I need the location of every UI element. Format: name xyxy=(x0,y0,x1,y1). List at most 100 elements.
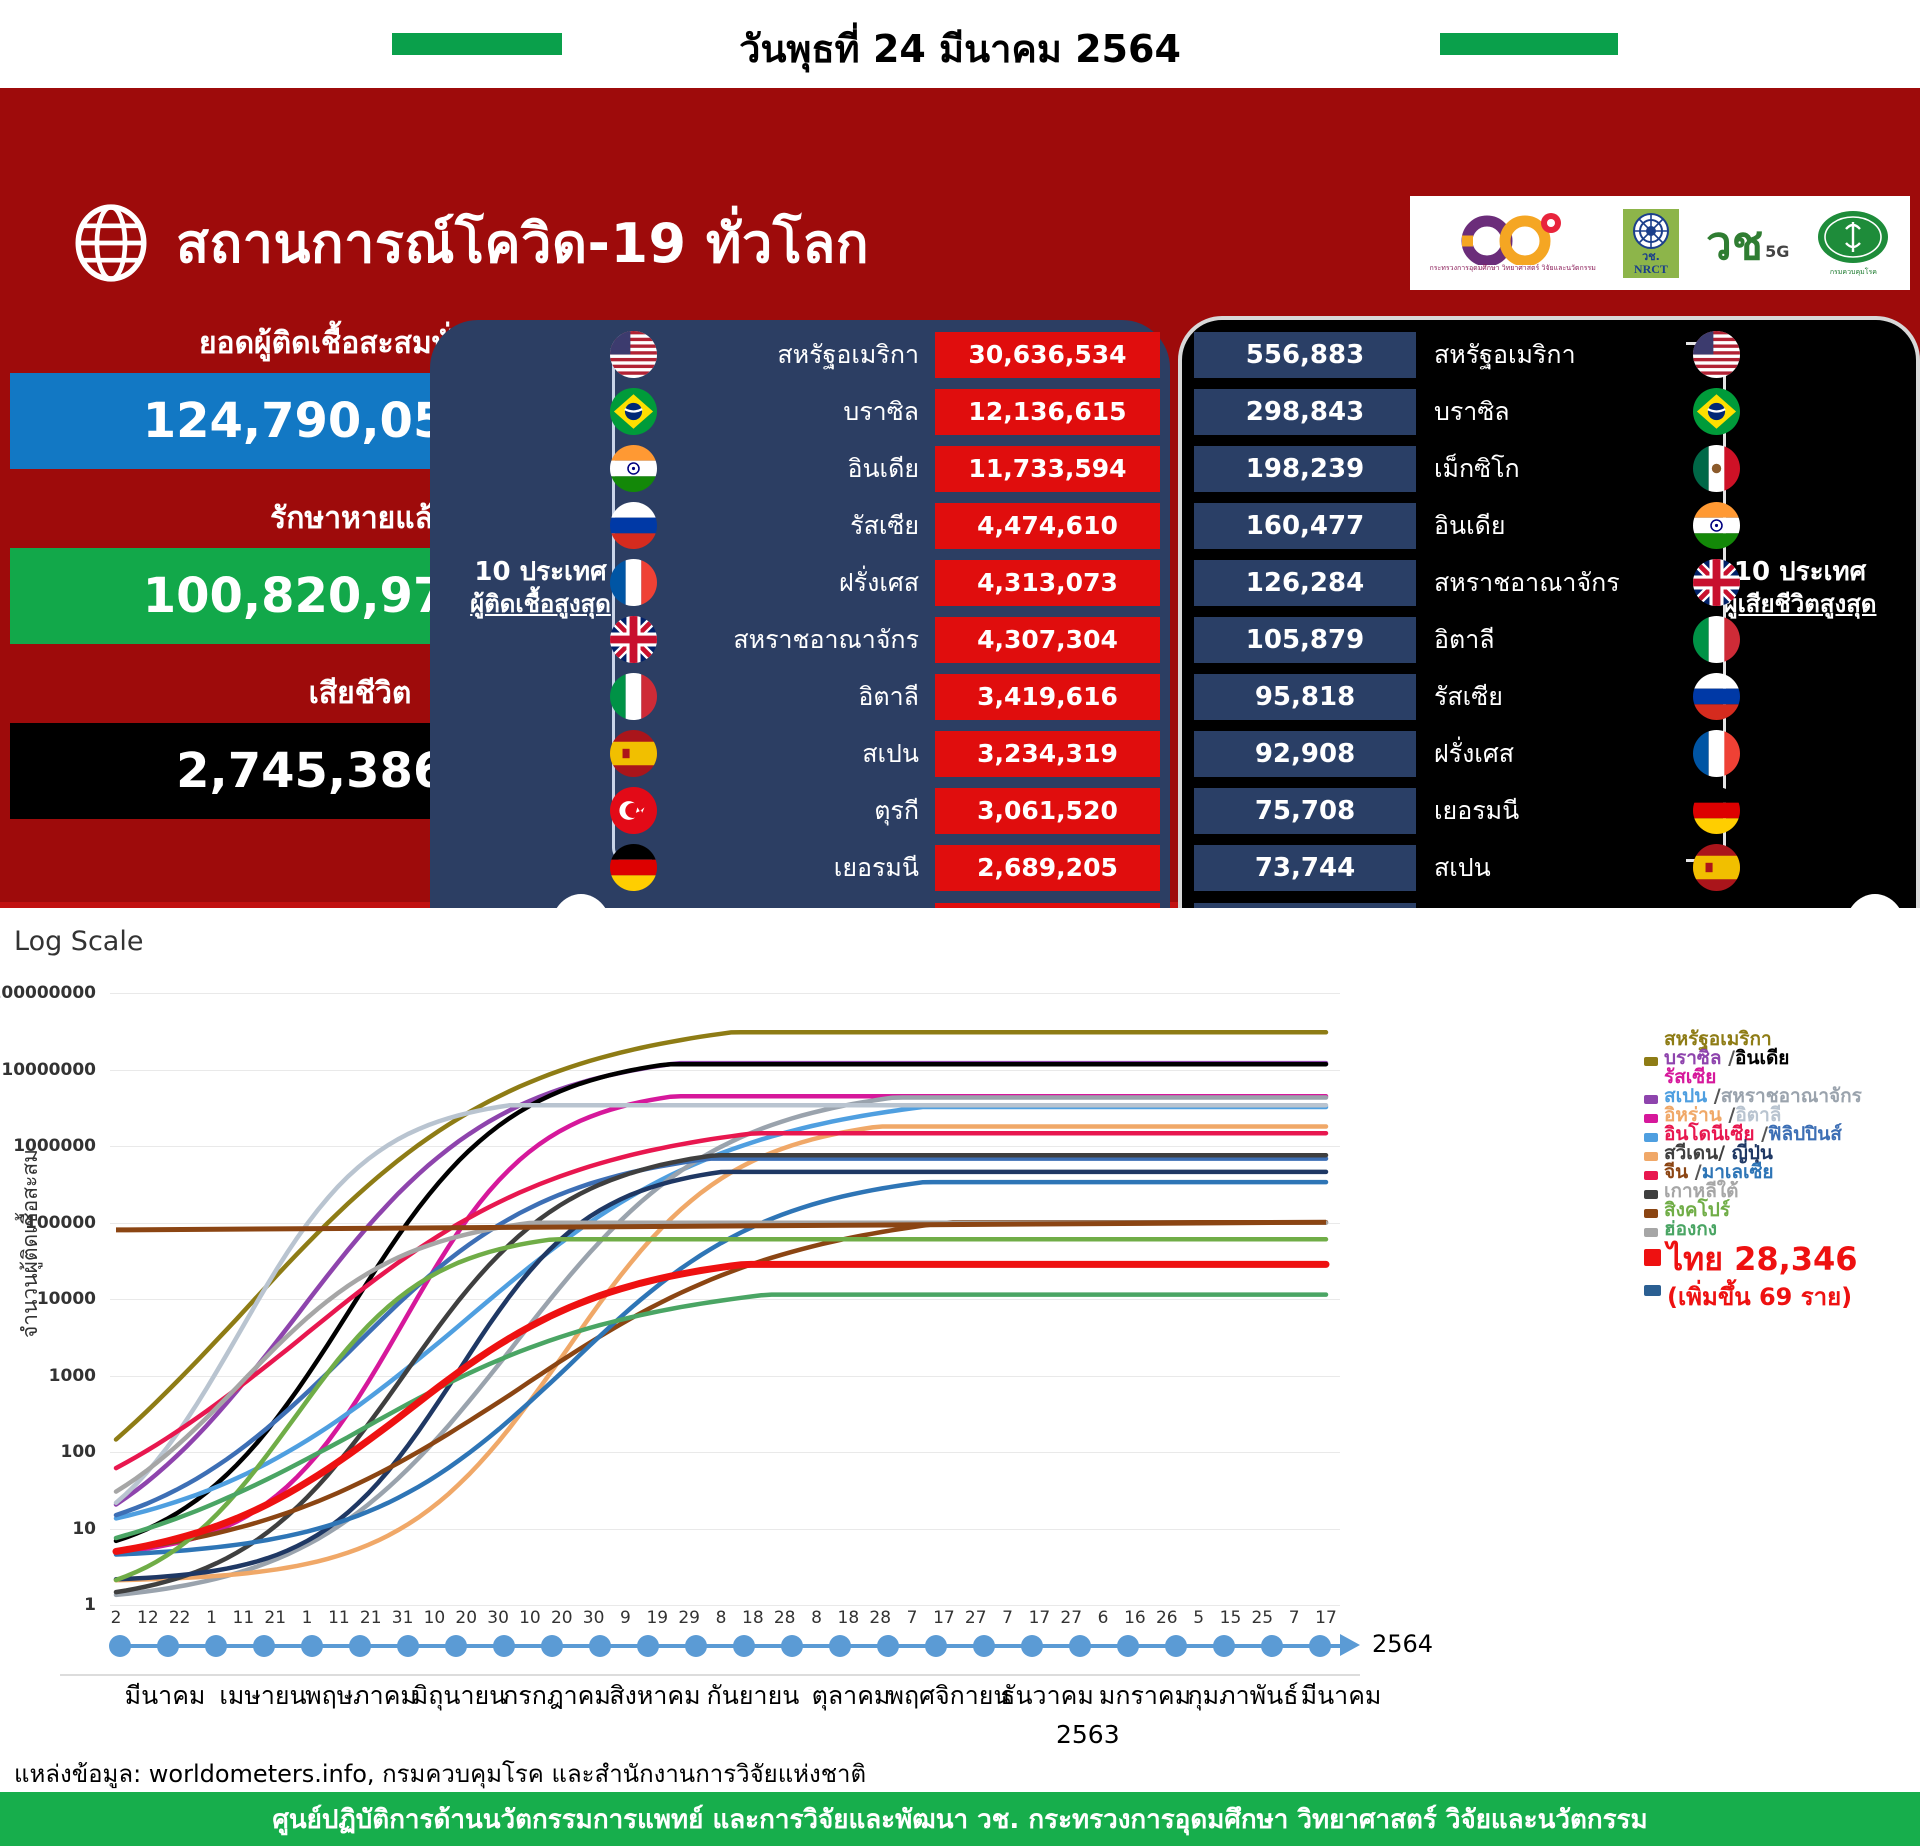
deaths-row: 92,908 ฝรั่งเศส xyxy=(1194,725,1740,782)
legend-thailand-value: ไทย 28,346 xyxy=(1667,1240,1858,1278)
series-line xyxy=(113,1169,1329,1582)
legend-swatch xyxy=(1644,1228,1658,1237)
legend-row: สเปน /สหราชอาณาจักร xyxy=(1644,1087,1920,1106)
y-axis-tick: 1000000 xyxy=(13,1136,96,1156)
timeline-axis xyxy=(109,1635,1340,1657)
x-axis-day-tick: 11 xyxy=(328,1608,350,1628)
cases-country-name: เยอรมนี xyxy=(833,852,919,882)
x-axis-day-tick: 5 xyxy=(1193,1608,1205,1628)
cases-country-name: บราซิล xyxy=(843,396,919,426)
series-line xyxy=(113,1237,1329,1583)
deaths-country-name: อินเดีย xyxy=(1434,510,1506,540)
deaths-row: 198,239 เม็กซิโก xyxy=(1194,440,1740,497)
x-axis-day-tick: 28 xyxy=(773,1608,796,1628)
cases-country-name: สหรัฐอเมริกา xyxy=(777,339,919,369)
x-axis-day-tick: 22 xyxy=(168,1608,191,1628)
y-axis-tick: 100 xyxy=(60,1442,97,1462)
deaths-country-value: 92,908 xyxy=(1194,730,1416,777)
cases-country-value: 3,234,319 xyxy=(935,730,1160,777)
legend-row: สหรัฐอเมริกา xyxy=(1644,1030,1920,1049)
cases-country-value: 12,136,615 xyxy=(935,388,1160,435)
x-axis-day-tick: 8 xyxy=(715,1608,727,1628)
legend-row: จีน /มาเลเซีย xyxy=(1644,1163,1920,1182)
legend-row: อิหร่าน /อิตาลี xyxy=(1644,1106,1920,1125)
series-line xyxy=(113,1030,1329,1442)
x-axis-day-tick: 15 xyxy=(1219,1608,1242,1628)
gridline xyxy=(110,1528,1340,1530)
cases-country-value: 3,419,616 xyxy=(935,673,1160,720)
x-axis-day-tick: 17 xyxy=(1028,1608,1051,1628)
flag-italy xyxy=(1693,616,1740,663)
legend-swatch xyxy=(1644,1095,1658,1104)
x-axis-day-tick: 28 xyxy=(869,1608,892,1628)
series-line xyxy=(113,1061,1329,1544)
fiveg-label: 5G xyxy=(1765,242,1790,262)
timeline-dot xyxy=(397,1635,419,1657)
globe-icon xyxy=(75,204,147,282)
deaths-country-name: เยอรมนี xyxy=(1434,795,1520,825)
series-line xyxy=(113,1102,1329,1506)
timeline-dot xyxy=(589,1635,611,1657)
vaj-5g-logo: วช 5G xyxy=(1706,199,1789,287)
timeline-dot xyxy=(157,1635,179,1657)
y-axis-tick: 100000 xyxy=(25,1212,96,1233)
deaths-row: 556,883 สหรัฐอเมริกา xyxy=(1194,326,1740,383)
x-axis-day-tick: 9 xyxy=(620,1608,631,1628)
y-axis-title: จำนวนผู้ติดเชื้อสะสม xyxy=(18,1149,42,1338)
series-line xyxy=(113,1156,1329,1518)
legend-swatch-thailand-secondary xyxy=(1644,1285,1661,1296)
x-axis-day-tick: 7 xyxy=(1288,1608,1300,1628)
timeline-dot xyxy=(1117,1635,1139,1657)
x-axis-month: มีนาคม xyxy=(1300,1681,1382,1710)
legend-label: สิงคโปร์ xyxy=(1664,1199,1731,1221)
flag-uk xyxy=(610,616,657,663)
y-axis-tick: 1000 xyxy=(48,1365,96,1386)
x-axis-day-tick: 17 xyxy=(1315,1608,1337,1628)
stat-label: เสียชีวิต xyxy=(308,676,412,711)
deaths-country-name: รัสเซีย xyxy=(1434,681,1503,711)
x-axis-month: สิงหาคม xyxy=(609,1681,701,1710)
x-axis-day-tick: 21 xyxy=(264,1608,287,1628)
hero-panel: สถานการณ์โควิด-19 ทั่วโลก กระทรวงการอุดม… xyxy=(0,88,1920,984)
flag-spain xyxy=(1693,844,1740,891)
y-axis-tick: 10 xyxy=(72,1518,96,1539)
stat-label: รักษาหายแล้ว xyxy=(270,501,450,536)
x-axis-month-labels: มีนาคม เมษายน พฤษภาคม มิถุนายน กรกฎาคม สิงหาค… xyxy=(110,1676,1382,1716)
cases-country-name: ตุรกี xyxy=(874,795,919,825)
series-line xyxy=(113,1130,1329,1471)
hero-title-group: สถานการณ์โควิด-19 ทั่วโลก xyxy=(72,200,869,286)
legend-swatch xyxy=(1644,1076,1658,1085)
mhesi-caption: กระทรวงการอุดมศึกษา วิทยาศาสตร์ วิจัยและ… xyxy=(1429,264,1596,273)
deaths-caption-line1: 10 ประเทศ xyxy=(1733,557,1867,587)
timeline-dot xyxy=(541,1635,563,1657)
legend-row: เกาหลีใต้ xyxy=(1644,1182,1920,1201)
legend-row: บราซิล /อินเดีย xyxy=(1644,1049,1920,1068)
flag-mexico xyxy=(1693,445,1740,492)
x-axis-day-tick: 30 xyxy=(487,1608,509,1628)
mhesi-logo: กระทรวงการอุดมศึกษา วิทยาศาสตร์ วิจัยและ… xyxy=(1430,199,1596,287)
x-axis-month: กุมภาพันธ์ xyxy=(1187,1681,1299,1710)
timeline-dot xyxy=(1309,1635,1331,1657)
legend-swatch-thailand xyxy=(1644,1249,1661,1266)
timeline-dot xyxy=(1021,1635,1043,1657)
cases-row: อินเดีย 11,733,594 xyxy=(610,440,1160,497)
legend-swatch xyxy=(1644,1152,1658,1161)
cases-country-value: 11,733,594 xyxy=(935,445,1160,492)
deaths-row: 95,818 รัสเซีย xyxy=(1194,668,1740,725)
deaths-country-value: 105,879 xyxy=(1194,616,1416,663)
moph-caption: กรมควบคุมโรค xyxy=(1829,268,1877,277)
legend-row: ฮ่องกง xyxy=(1644,1220,1920,1239)
cases-country-name: สหราชอาณาจักร xyxy=(733,624,919,654)
flag-germany xyxy=(610,844,657,891)
x-axis-day-tick: 18 xyxy=(837,1608,860,1628)
deaths-country-value: 556,883 xyxy=(1194,331,1416,378)
flag-france xyxy=(610,559,657,606)
x-axis-day-tick: 30 xyxy=(582,1608,605,1628)
gridline xyxy=(110,1452,1340,1453)
flag-russia xyxy=(610,502,657,549)
series-line xyxy=(112,1260,1330,1555)
x-axis-day-tick: 6 xyxy=(1097,1608,1109,1628)
legend-label: รัสเซีย xyxy=(1664,1066,1717,1088)
timeline-dot xyxy=(733,1635,755,1657)
legend-label: จีน /มาเลเซีย xyxy=(1664,1161,1774,1183)
